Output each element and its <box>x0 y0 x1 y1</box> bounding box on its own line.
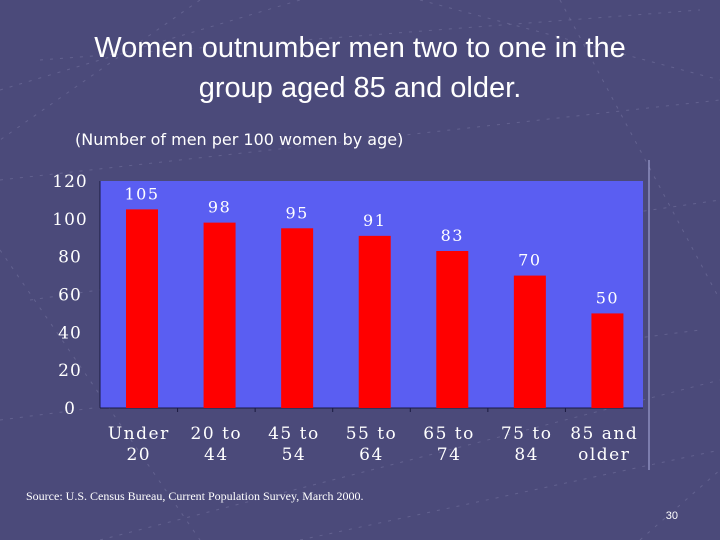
bar <box>203 222 236 408</box>
x-tick-label: 55 to <box>346 424 398 444</box>
x-tick-label: 84 <box>514 445 539 465</box>
background-line <box>299 449 720 540</box>
data-label: 105 <box>124 184 159 203</box>
y-tick-label: 100 <box>52 210 87 230</box>
data-label: 50 <box>596 288 619 307</box>
data-label: 91 <box>363 211 386 230</box>
slide-title-line-1: Women outnumber men two to one in the <box>94 32 626 64</box>
y-tick-label: 0 <box>64 399 76 419</box>
background-line <box>419 0 720 81</box>
y-tick-label: 80 <box>58 248 82 268</box>
bar <box>513 275 546 408</box>
x-tick-label: 65 to <box>423 424 475 444</box>
x-tick-label: 45 to <box>268 424 320 444</box>
x-tick-label: 20 to <box>191 424 243 444</box>
data-label: 98 <box>208 198 231 217</box>
x-tick-label: older <box>578 445 630 465</box>
source-note: Source: U.S. Census Bureau, Current Popu… <box>26 489 364 503</box>
background-line <box>0 0 201 141</box>
x-tick-label: 85 and <box>570 424 638 444</box>
slide-title-line-2: group aged 85 and older. <box>198 72 522 104</box>
page-number: 30 <box>665 510 678 522</box>
bar <box>126 209 158 408</box>
bar <box>358 235 391 408</box>
data-label: 70 <box>518 251 541 270</box>
background-line <box>0 0 301 91</box>
bar <box>591 313 624 408</box>
x-tick-label: 64 <box>359 445 384 465</box>
y-tick-label: 40 <box>58 323 82 343</box>
y-tick-label: 120 <box>52 172 87 192</box>
bar <box>281 228 314 408</box>
background-line <box>559 0 720 301</box>
x-tick-label: 44 <box>204 445 229 465</box>
x-tick-label: Under <box>108 424 170 444</box>
x-tick-label: 20 <box>126 445 151 465</box>
data-label: 83 <box>441 226 464 245</box>
slide-title: Women outnumber men two to one in the gr… <box>20 28 700 108</box>
chart-title: (Number of men per 100 women by age) <box>75 130 404 149</box>
background-line <box>0 99 720 181</box>
x-tick-label: 54 <box>282 445 307 465</box>
x-tick-label: 75 to <box>501 424 553 444</box>
y-tick-label: 60 <box>58 286 82 306</box>
bar <box>436 250 469 408</box>
data-label: 95 <box>285 203 308 222</box>
x-tick-label: 74 <box>437 445 462 465</box>
y-tick-label: 20 <box>58 361 82 381</box>
background-line <box>99 379 720 540</box>
background-line <box>39 9 701 61</box>
